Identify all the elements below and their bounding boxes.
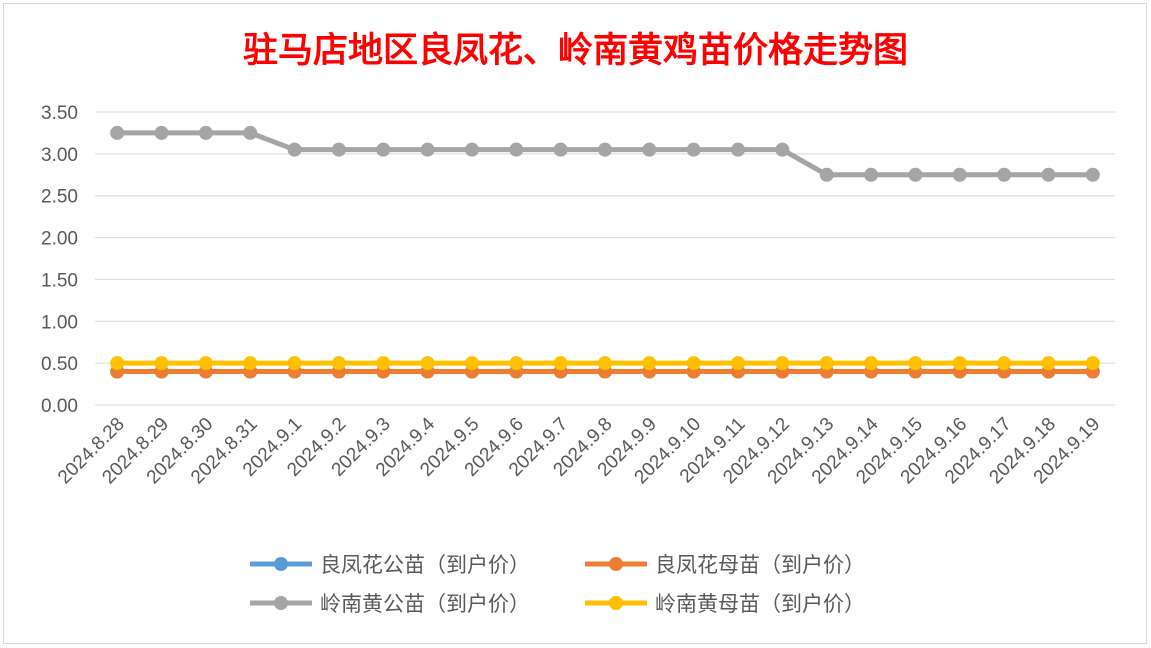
data-point	[154, 125, 169, 140]
y-tick-label: 2.00	[41, 229, 78, 250]
y-tick-label: 1.00	[41, 312, 78, 333]
data-point	[553, 356, 568, 371]
y-tick-label: 1.50	[41, 270, 78, 291]
chart-border	[3, 3, 1147, 644]
data-point	[864, 356, 879, 371]
series-3	[110, 356, 1100, 371]
data-point	[775, 142, 790, 157]
data-point	[243, 125, 258, 140]
data-point	[686, 142, 701, 157]
legend-item: 岭南黄母苗（到户价）	[585, 592, 865, 616]
data-point	[420, 142, 435, 157]
data-point	[198, 125, 213, 140]
data-point	[1085, 167, 1100, 182]
y-axis-ticks: 0.00 0.50 1.00 1.50 2.00 2.50 3.00 3.50	[41, 103, 78, 417]
legend-item: 良凤花母苗（到户价）	[585, 553, 865, 577]
legend-item: 岭南黄公苗（到户价）	[250, 592, 530, 616]
legend-marker	[274, 596, 288, 610]
legend: 良凤花公苗（到户价） 良凤花母苗（到户价） 岭南黄公苗（到户价） 岭南黄母苗（到户价）	[250, 553, 865, 616]
data-point	[464, 356, 479, 371]
data-point	[952, 356, 967, 371]
data-point	[331, 356, 346, 371]
data-point	[287, 142, 302, 157]
data-point	[331, 142, 346, 157]
legend-label: 岭南黄公苗（到户价）	[320, 592, 530, 616]
series-2	[110, 125, 1100, 182]
data-point	[819, 356, 834, 371]
legend-item: 良凤花公苗（到户价）	[250, 553, 530, 577]
data-point	[1041, 356, 1056, 371]
data-point	[952, 167, 967, 182]
data-point	[908, 167, 923, 182]
data-point	[819, 167, 834, 182]
data-point	[997, 356, 1012, 371]
y-tick-label: 3.00	[41, 145, 78, 166]
data-point	[287, 356, 302, 371]
legend-marker	[609, 557, 623, 571]
data-point	[1041, 167, 1056, 182]
data-point	[509, 356, 524, 371]
data-point	[154, 356, 169, 371]
series-lines	[110, 125, 1100, 379]
data-point	[376, 142, 391, 157]
data-point	[376, 356, 391, 371]
legend-label: 良凤花公苗（到户价）	[320, 553, 530, 577]
data-point	[686, 356, 701, 371]
data-point	[198, 356, 213, 371]
legend-marker	[274, 557, 288, 571]
data-point	[420, 356, 435, 371]
data-point	[110, 125, 125, 140]
data-point	[775, 356, 790, 371]
data-point	[731, 356, 746, 371]
data-point	[642, 142, 657, 157]
x-axis-ticks: 2024.8.282024.8.292024.8.302024.8.312024…	[54, 413, 1104, 488]
y-tick-label: 0.00	[41, 396, 78, 417]
data-point	[110, 356, 125, 371]
legend-marker	[609, 596, 623, 610]
y-tick-label: 3.50	[41, 103, 78, 124]
data-point	[598, 356, 612, 371]
data-point	[509, 142, 524, 157]
data-point	[731, 142, 746, 157]
data-point	[598, 142, 612, 157]
y-tick-label: 2.50	[41, 187, 78, 208]
chart-title: 驻马店地区良凤花、岭南黄鸡苗价格走势图	[242, 30, 908, 71]
y-tick-label: 0.50	[41, 354, 78, 375]
data-point	[464, 142, 479, 157]
legend-label: 良凤花母苗（到户价）	[655, 553, 865, 577]
data-point	[908, 356, 923, 371]
data-point	[997, 167, 1012, 182]
data-point	[864, 167, 879, 182]
data-point	[642, 356, 657, 371]
legend-label: 岭南黄母苗（到户价）	[655, 592, 865, 616]
data-point	[1085, 356, 1100, 371]
data-point	[553, 142, 568, 157]
data-point	[243, 356, 258, 371]
